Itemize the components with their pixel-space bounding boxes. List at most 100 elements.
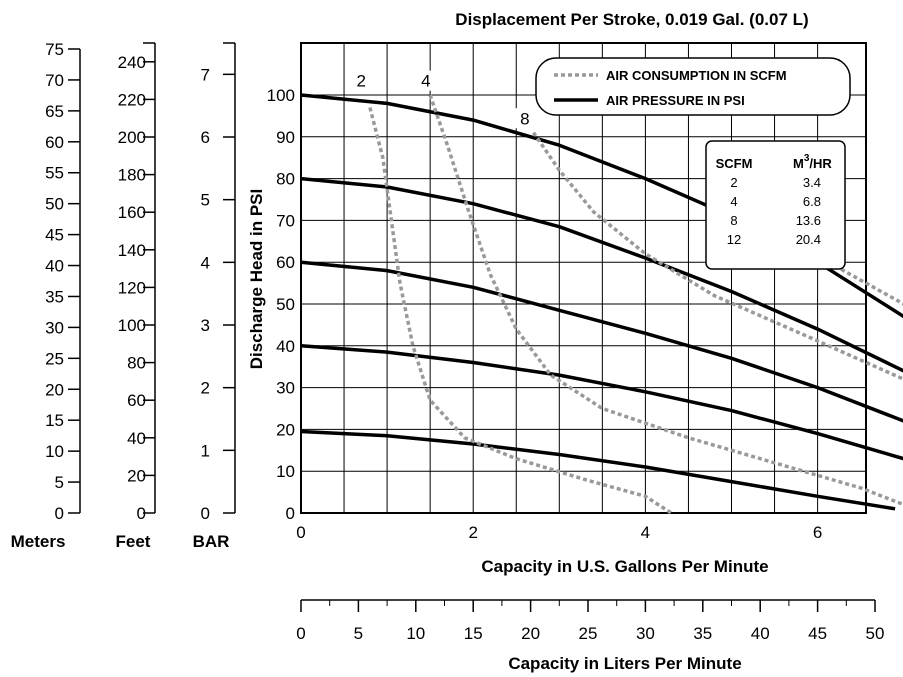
feet-tick-label: 160 [118, 203, 146, 222]
x-tick-label: 2 [468, 523, 477, 542]
table-header-superscript: 3 [804, 153, 810, 164]
feet-axis-label: Feet [116, 532, 151, 551]
table-cell-m3hr: 6.8 [803, 194, 821, 209]
legend-box [535, 57, 851, 116]
air-consumption-curve-4scfm [428, 94, 903, 507]
liters-tick-label: 25 [579, 624, 598, 643]
curve-label-bg [513, 108, 536, 129]
legend-air-consumption-label: AIR CONSUMPTION IN SCFM [606, 68, 787, 83]
y-tick-label: 30 [276, 379, 295, 398]
meters-tick-label: 75 [45, 40, 64, 59]
feet-tick-label: 80 [127, 354, 146, 373]
meters-tick-label: 30 [45, 318, 64, 337]
axis-layer: 0246810120102030405060708090100051015202… [45, 40, 884, 643]
feet-tick-label: 60 [127, 391, 146, 410]
table-header-m: M [793, 156, 804, 171]
conversion-table: SCFM M3/HR 2 3.4 4 6.8 8 13.6 12 20.4 [705, 140, 846, 270]
chart-title: Displacement Per Stroke, 0.019 Gal. (0.0… [455, 10, 808, 29]
feet-tick-label: 240 [118, 53, 146, 72]
meters-tick-label: 40 [45, 257, 64, 276]
legend-air-pressure-label: AIR PRESSURE IN PSI [606, 93, 745, 108]
table-cell-scfm: 2 [730, 175, 737, 190]
meters-tick-label: 55 [45, 164, 64, 183]
meters-tick-label: 70 [45, 71, 64, 90]
air-consumption-curve-8scfm [532, 131, 903, 381]
bar-tick-label: 6 [201, 128, 210, 147]
table-cell-m3hr: 13.6 [796, 213, 821, 228]
feet-tick-label: 140 [118, 241, 146, 260]
feet-tick-label: 100 [118, 316, 146, 335]
table-cell-scfm: 4 [730, 194, 737, 209]
y-tick-label: 70 [276, 211, 295, 230]
feet-tick-label: 40 [127, 429, 146, 448]
x-tick-label: 4 [641, 523, 650, 542]
y-tick-label: 10 [276, 462, 295, 481]
liters-tick-label: 30 [636, 624, 655, 643]
meters-tick-label: 45 [45, 226, 64, 245]
y-tick-label: 90 [276, 128, 295, 147]
table-header-scfm: SCFM [716, 156, 753, 171]
y-tick-label: 20 [276, 420, 295, 439]
table-cell-m3hr: 3.4 [803, 175, 821, 190]
feet-tick-label: 20 [127, 466, 146, 485]
table-cell-m3hr: 20.4 [796, 232, 821, 247]
y-tick-label: 50 [276, 295, 295, 314]
bar-tick-label: 7 [201, 65, 210, 84]
pressure-curve-60psi [300, 260, 903, 423]
curve-label-bg [414, 70, 437, 91]
liters-tick-label: 20 [521, 624, 540, 643]
table-header-m3hr: M3/HR [793, 153, 832, 171]
pressure-curve-80psi [300, 176, 903, 373]
liters-tick-label: 0 [296, 624, 305, 643]
bar-axis-label: BAR [193, 532, 230, 551]
pressure-curve-40psi [300, 344, 903, 461]
meters-tick-label: 60 [45, 133, 64, 152]
y-tick-label: 0 [286, 504, 295, 523]
feet-tick-label: 220 [118, 90, 146, 109]
meters-tick-label: 20 [45, 380, 64, 399]
meters-tick-label: 5 [55, 473, 64, 492]
y-tick-label: 100 [267, 86, 295, 105]
meters-tick-label: 0 [55, 504, 64, 523]
meters-axis-label: Meters [11, 532, 66, 551]
x-tick-label: 6 [813, 523, 822, 542]
liters-axis-label: Capacity in Liters Per Minute [508, 654, 741, 673]
feet-tick-label: 180 [118, 166, 146, 185]
curve-label-bg [350, 70, 373, 91]
feet-tick-label: 200 [118, 128, 146, 147]
feet-tick-label: 120 [118, 278, 146, 297]
meters-tick-label: 15 [45, 411, 64, 430]
table-header-hr: /HR [809, 156, 832, 171]
liters-tick-label: 35 [693, 624, 712, 643]
liters-tick-label: 15 [464, 624, 483, 643]
bar-tick-label: 5 [201, 191, 210, 210]
conversion-table-box [705, 140, 846, 270]
air-consumption-label-2: 2 [357, 72, 366, 91]
plot-frame [300, 42, 867, 514]
liters-tick-label: 5 [354, 624, 363, 643]
feet-tick-label: 0 [137, 504, 146, 523]
table-rows: 2 3.4 4 6.8 8 13.6 12 20.4 [727, 175, 821, 247]
x-tick-label: 0 [296, 523, 305, 542]
y-axis-label: Discharge Head in PSI [247, 189, 266, 369]
meters-tick-label: 35 [45, 287, 64, 306]
liters-tick-label: 40 [751, 624, 770, 643]
table-cell-scfm: 8 [730, 213, 737, 228]
liters-tick-label: 10 [406, 624, 425, 643]
table-cell-scfm: 12 [727, 232, 741, 247]
y-tick-label: 60 [276, 253, 295, 272]
bar-tick-label: 3 [201, 316, 210, 335]
bar-tick-label: 1 [201, 441, 210, 460]
meters-tick-label: 10 [45, 442, 64, 461]
meters-tick-label: 65 [45, 102, 64, 121]
pressure-curve-20psi [300, 429, 896, 511]
bar-tick-label: 2 [201, 379, 210, 398]
air-consumption-label-4: 4 [421, 72, 430, 91]
x-axis-label: Capacity in U.S. Gallons Per Minute [481, 557, 768, 576]
air-consumption-label-8: 8 [520, 109, 529, 128]
bar-tick-label: 0 [201, 504, 210, 523]
air-consumption-curve-2scfm [368, 107, 673, 515]
liters-tick-label: 45 [808, 624, 827, 643]
y-tick-label: 80 [276, 170, 295, 189]
